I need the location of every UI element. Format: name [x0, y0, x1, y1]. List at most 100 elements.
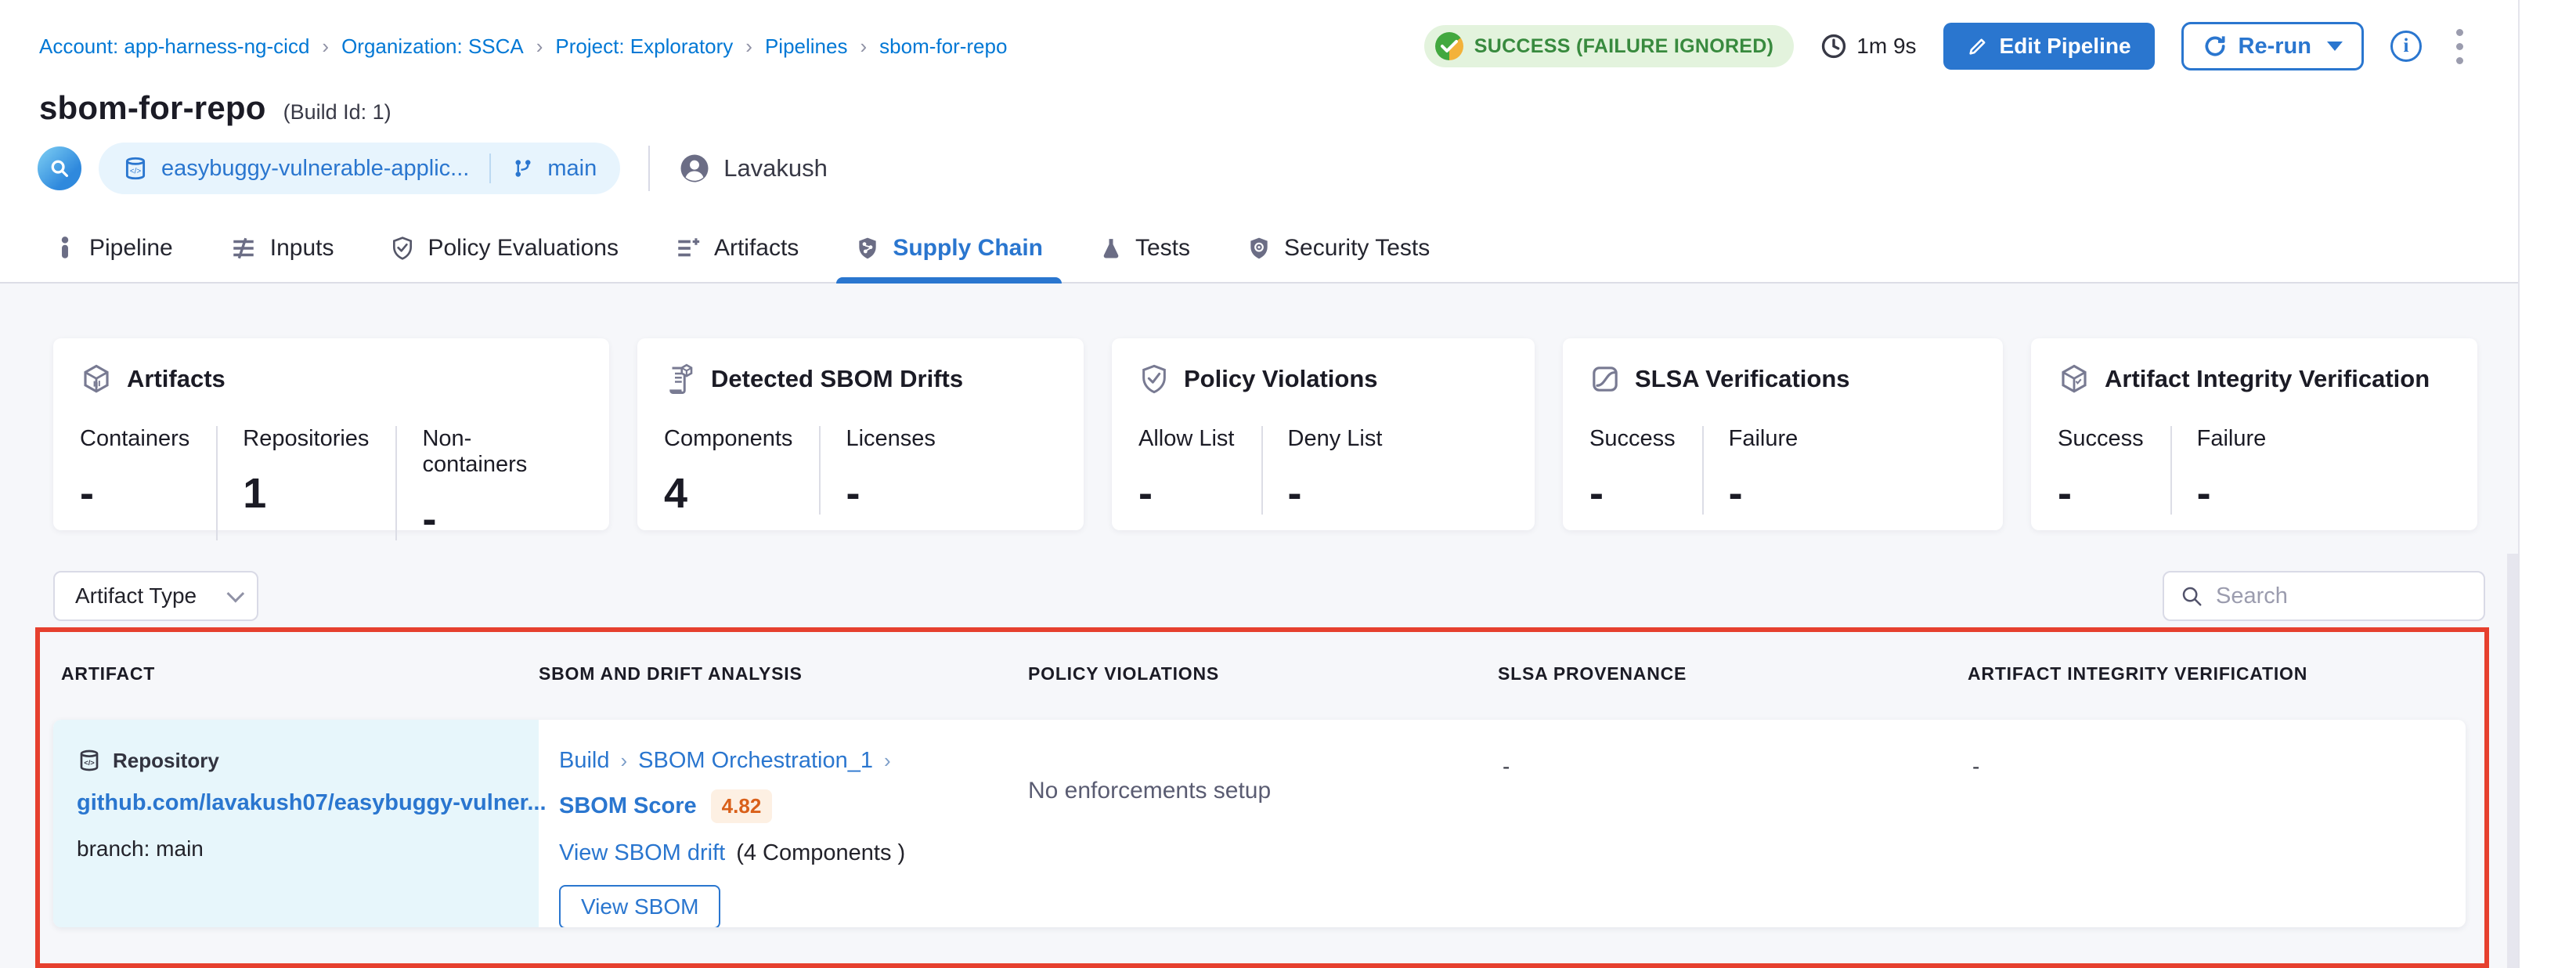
- build-id: (Build Id: 1): [283, 100, 391, 124]
- column-header-artifact-integrity: ARTIFACT INTEGRITY VERIFICATION: [1968, 663, 2308, 684]
- metric-value: -: [422, 496, 437, 543]
- slsa-provenance-cell: -: [1503, 754, 1510, 778]
- metric-label: Success: [2058, 426, 2144, 451]
- breadcrumb-separator-icon: ›: [860, 34, 868, 58]
- triggered-by-user: Lavakush: [678, 152, 828, 185]
- chevron-down-icon: [2327, 42, 2343, 51]
- breadcrumb-separator-icon: ›: [536, 34, 543, 58]
- tab-label: Supply Chain: [893, 235, 1043, 261]
- sbom-score-link[interactable]: SBOM Score: [559, 793, 697, 818]
- policy-violations-cell: No enforcements setup: [1028, 778, 1272, 804]
- metric-slsa-failure: Failure -: [1701, 426, 1825, 515]
- duration: 1m 9s: [1820, 33, 1917, 60]
- tab-label: Policy Evaluations: [428, 235, 619, 261]
- metric-label: Licenses: [846, 426, 936, 451]
- metric-integrity-success: Success -: [2058, 426, 2170, 515]
- codebase-icon: [38, 146, 81, 190]
- list-plus-icon: [678, 238, 700, 257]
- supply-chain-content: Artifacts Containers - Repositories 1 No…: [0, 284, 2518, 968]
- tab-supply-chain[interactable]: Supply Chain: [836, 221, 1062, 284]
- orchestration-link[interactable]: SBOM Orchestration_1: [638, 748, 873, 773]
- status-badge-label: SUCCESS (FAILURE IGNORED): [1474, 34, 1774, 57]
- column-header-artifact: ARTIFACT: [61, 663, 156, 684]
- pencil-icon: [1968, 38, 1985, 55]
- rerun-button[interactable]: Re-run: [2181, 22, 2364, 70]
- clock-icon: [1822, 34, 1846, 59]
- tab-artifacts[interactable]: Artifacts: [672, 221, 802, 282]
- search-box[interactable]: [2163, 571, 2485, 621]
- metric-licenses: Licenses -: [819, 426, 961, 515]
- edit-pipeline-button[interactable]: Edit Pipeline: [1943, 23, 2155, 70]
- metric-value: 4: [664, 470, 688, 517]
- drift-components-count: (4 Components ): [736, 840, 906, 865]
- repository-pill[interactable]: </> easybuggy-vulnerable-applic... main: [99, 143, 621, 194]
- scrollbar[interactable]: [2507, 554, 2518, 968]
- card-title: Detected SBOM Drifts: [711, 365, 964, 392]
- info-icon[interactable]: i: [2390, 31, 2422, 62]
- breadcrumb-current[interactable]: sbom-for-repo: [879, 34, 1008, 58]
- breadcrumb-project[interactable]: Project: Exploratory: [555, 34, 734, 58]
- metric-label: Repositories: [243, 426, 370, 451]
- build-link[interactable]: Build: [559, 748, 610, 773]
- git-branch-icon: [515, 160, 531, 177]
- slsa-verifications-card: SLSA Verifications Success - Failure -: [1563, 338, 2003, 530]
- repository-name: easybuggy-vulnerable-applic...: [161, 155, 470, 181]
- artifact-integrity-cell: -: [1972, 754, 1980, 778]
- artifact-branch: branch: main: [77, 836, 204, 861]
- metric-value: -: [80, 470, 94, 517]
- chevron-down-icon: [226, 584, 245, 603]
- vertical-divider: [648, 146, 651, 191]
- search-input[interactable]: [2216, 583, 2468, 609]
- breadcrumb-pipelines[interactable]: Pipelines: [764, 34, 848, 58]
- refresh-icon: [2205, 36, 2225, 56]
- metric-value: -: [1589, 470, 1604, 517]
- chevron-right-icon: ›: [883, 749, 891, 772]
- metric-integrity-failure: Failure -: [2170, 426, 2293, 515]
- artifact-cell: </> Repository github.com/lavakush07/eas…: [53, 720, 547, 927]
- slsa-icon: [1593, 367, 1618, 392]
- tab-policy-evaluations[interactable]: Policy Evaluations: [387, 221, 621, 282]
- shield-check-icon: [393, 237, 413, 260]
- sliders-icon: [233, 237, 254, 259]
- view-sbom-drift-link[interactable]: View SBOM drift: [559, 840, 726, 865]
- tab-pipeline[interactable]: Pipeline: [50, 221, 176, 282]
- breadcrumb-organization[interactable]: Organization: SSCA: [341, 34, 524, 58]
- column-header-policy-violations: POLICY VIOLATIONS: [1028, 663, 1220, 684]
- policy-violations-card: Policy Violations Allow List - Deny List…: [1112, 338, 1535, 530]
- more-options-menu-icon[interactable]: [2448, 24, 2471, 69]
- artifact-repo-link[interactable]: github.com/lavakush07/easybuggy-vulner..…: [77, 790, 547, 815]
- metric-label: Components: [664, 426, 793, 451]
- shield-network-icon: [859, 237, 876, 259]
- tab-inputs[interactable]: Inputs: [226, 221, 337, 282]
- search-icon: [2182, 587, 2202, 606]
- user-icon: [680, 154, 709, 182]
- app-window: Account: app-harness-ng-cicd › Organizat…: [0, 0, 2520, 968]
- metric-label: Non-containers: [422, 426, 528, 477]
- tab-security-tests[interactable]: Security Tests: [1243, 221, 1433, 282]
- metric-label: Success: [1589, 426, 1676, 451]
- metric-value: -: [2058, 470, 2072, 517]
- shield-gear-icon: [1250, 237, 1268, 259]
- artifact-type-label: Artifact Type: [75, 583, 197, 608]
- svg-text:</>: </>: [84, 759, 95, 767]
- card-title: Artifacts: [127, 365, 225, 392]
- duration-value: 1m 9s: [1856, 34, 1917, 58]
- breadcrumb-account[interactable]: Account: app-harness-ng-cicd: [39, 34, 310, 58]
- tab-label: Security Tests: [1284, 235, 1431, 261]
- chevron-right-icon: ›: [620, 749, 628, 772]
- repository-icon: </>: [80, 749, 99, 771]
- metric-value: -: [1287, 470, 1302, 517]
- sbom-drift-cell: Build › SBOM Orchestration_1 › SBOM Scor…: [539, 720, 1028, 927]
- column-header-sbom-drift: SBOM AND DRIFT ANALYSIS: [539, 663, 803, 684]
- artifact-type-dropdown[interactable]: Artifact Type: [53, 571, 258, 621]
- artifact-integrity-card: Artifact Integrity Verification Success …: [2031, 338, 2477, 530]
- rerun-label: Re-run: [2238, 33, 2311, 59]
- tab-label: Tests: [1135, 235, 1191, 261]
- tab-tests[interactable]: Tests: [1096, 221, 1193, 282]
- metric-value: -: [2196, 470, 2211, 517]
- metric-non-containers: Non-containers -: [395, 426, 579, 540]
- repository-icon: </>: [125, 157, 146, 180]
- top-band: Account: app-harness-ng-cicd › Organizat…: [0, 0, 2518, 284]
- view-sbom-button[interactable]: View SBOM: [559, 885, 721, 927]
